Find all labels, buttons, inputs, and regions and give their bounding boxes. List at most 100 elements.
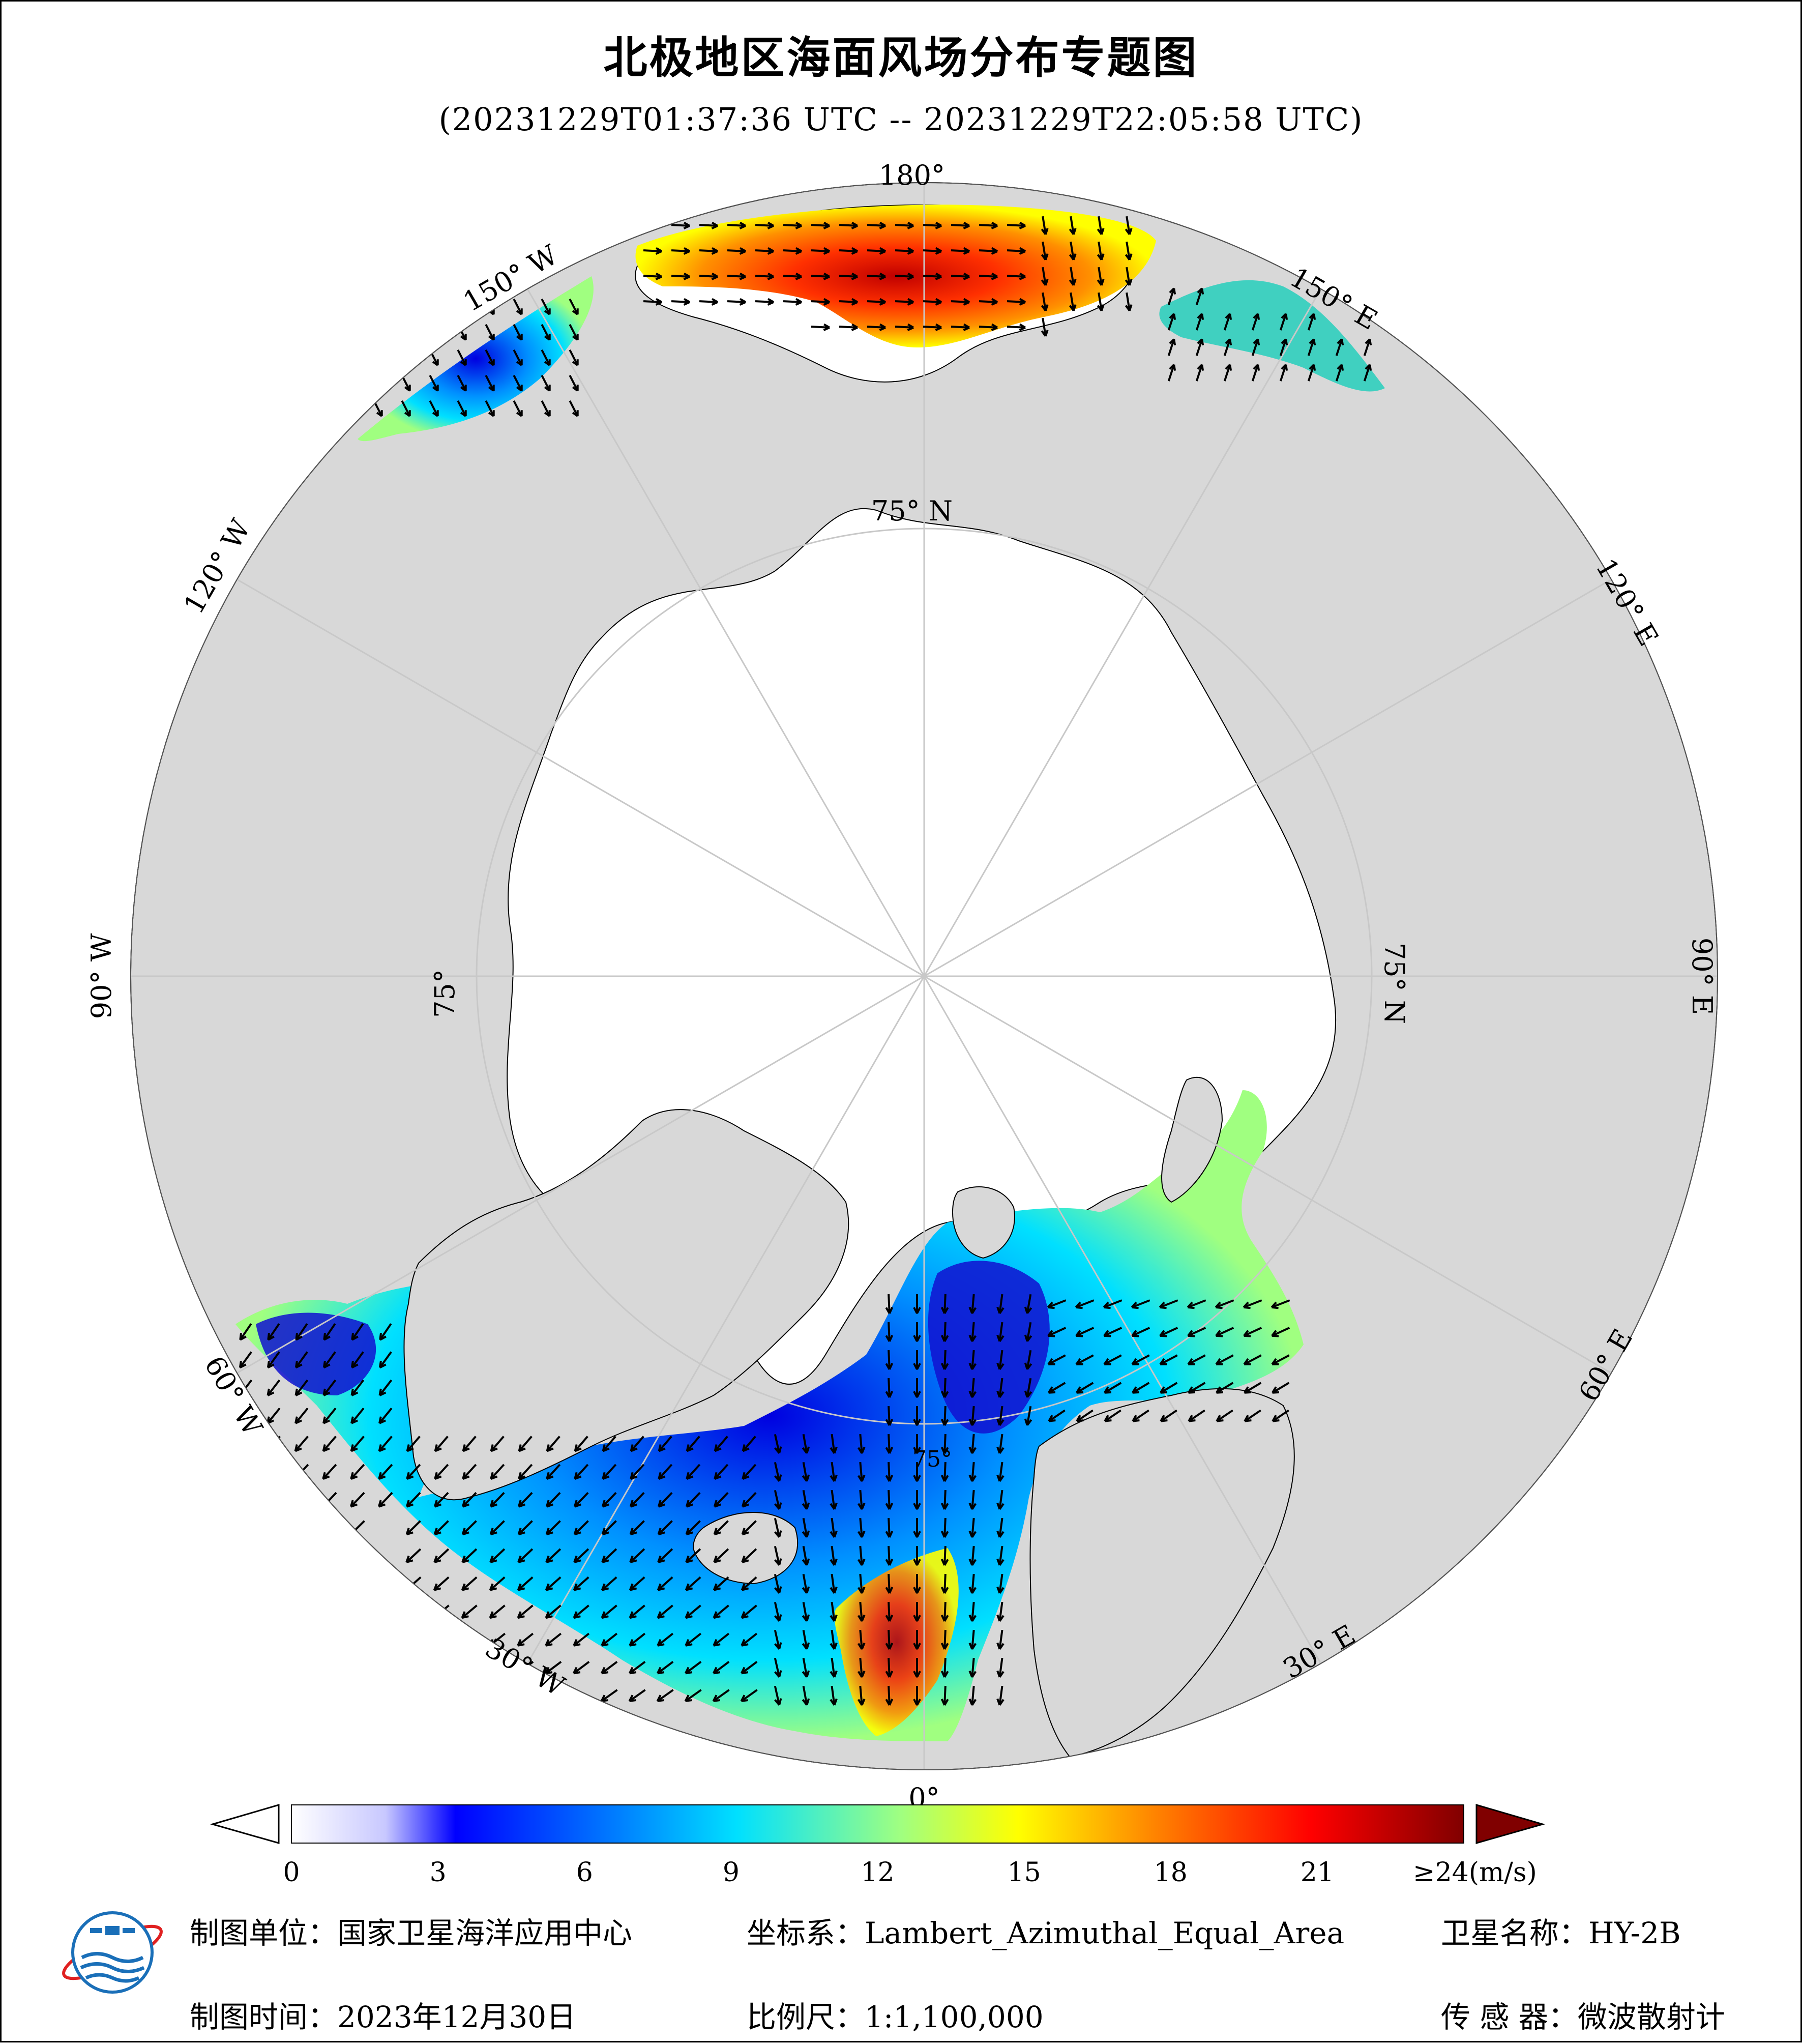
wind-field-okhotsk (1159, 280, 1385, 392)
wind-arrow (350, 1464, 365, 1480)
wind-arrow (895, 323, 914, 331)
wind-arrow (1279, 313, 1288, 331)
wind-arrow (913, 1546, 921, 1566)
lon-label-90e: 90° E (1686, 938, 1718, 1015)
wind-arrow (574, 1436, 588, 1452)
wind-arrow (485, 400, 495, 417)
wind-arrow (573, 1548, 589, 1563)
wind-arrow (406, 1464, 421, 1480)
wind-arrow (1167, 313, 1176, 331)
wind-arrow (684, 1661, 702, 1675)
wind-arrow (1335, 338, 1344, 356)
lat-label-top: 75° N (871, 495, 953, 527)
wind-arrow (685, 1576, 701, 1591)
wind-arrow (546, 1464, 561, 1480)
wind-arrow (643, 221, 662, 229)
wind-arrow (433, 1548, 450, 1563)
wind-arrow (699, 247, 718, 255)
wind-arrow (857, 1657, 866, 1678)
wind-arrow (541, 349, 551, 366)
wind-arrow (429, 374, 439, 392)
wind-arrow (1216, 1409, 1233, 1422)
wind-arrow (867, 323, 886, 331)
colorbar-tick-label: 18 (1154, 1857, 1188, 1888)
wind-arrow (839, 298, 858, 306)
wind-arrow (1103, 1327, 1122, 1337)
wind-arrow (322, 1464, 337, 1480)
wind-arrow (405, 1548, 422, 1563)
wind-arrow (541, 324, 551, 341)
wind-arrow (238, 1464, 253, 1480)
wind-arrow (601, 1604, 617, 1619)
wind-arrow (740, 1689, 758, 1702)
wind-arrow (294, 1436, 309, 1452)
colorbar-tick-label: 6 (576, 1857, 593, 1888)
wind-arrow (349, 1492, 365, 1508)
wind-arrow (811, 272, 830, 280)
wind-arrow (1047, 1299, 1067, 1309)
wind-arrow (839, 272, 858, 280)
wind-arrow (968, 1545, 977, 1566)
wind-arrow (740, 1661, 758, 1675)
wind-core-norway (835, 1548, 959, 1736)
wind-arrow (885, 1294, 894, 1314)
wind-arrow (433, 1632, 450, 1647)
wind-arrow (1097, 292, 1105, 311)
wind-arrow (895, 221, 914, 229)
wind-arrow (1216, 1382, 1234, 1394)
wind-arrow (713, 1520, 729, 1536)
wind-arrow (1215, 1354, 1234, 1365)
wind-arrow (513, 324, 523, 341)
colorbar-gradient (291, 1804, 1464, 1844)
wind-arrow (685, 1492, 701, 1508)
national-satellite-ocean-center-logo (62, 1911, 163, 1994)
wind-arrow (885, 1573, 894, 1594)
wind-arrow (940, 1490, 949, 1510)
wind-arrow (1125, 292, 1133, 311)
wind-arrow (1024, 1406, 1032, 1426)
wind-arrow (913, 1686, 921, 1706)
wind-arrow (802, 1601, 810, 1622)
wind-arrow (1271, 1299, 1290, 1309)
wind-arrow (434, 1464, 449, 1480)
wind-arrow (940, 1517, 949, 1538)
wind-arrow (830, 1517, 838, 1538)
wind-arrow (373, 374, 383, 392)
wind-arrow (867, 247, 886, 255)
wind-arrow (517, 1492, 533, 1508)
wind-arrow (830, 1573, 838, 1594)
wind-arrow (685, 1548, 701, 1563)
wind-arrow (267, 1379, 281, 1396)
wind-arrow (513, 400, 523, 417)
wind-arrow (1195, 313, 1204, 331)
wind-arrow (490, 1436, 505, 1452)
wind-arrow (433, 1576, 450, 1591)
wind-low-baffin (256, 1312, 376, 1395)
wind-arrow (1243, 1354, 1262, 1365)
wind-arrow (1307, 313, 1316, 331)
wind-arrow (895, 298, 914, 306)
wind-arrow (489, 1576, 506, 1591)
wind-arrow (1007, 272, 1026, 280)
wind-arrow (1187, 1327, 1206, 1337)
wind-arrow (923, 323, 942, 331)
wind-arrow (714, 1464, 729, 1480)
wind-arrow (684, 1689, 702, 1702)
wind-arrow (602, 1464, 617, 1480)
wind-arrow (1167, 364, 1176, 382)
wind-arrow (713, 1548, 729, 1563)
wind-low-greenland-sea (928, 1261, 1050, 1434)
wind-arrow (885, 1517, 894, 1538)
wind-arrow (885, 1350, 894, 1370)
wind-arrow (600, 1661, 618, 1675)
colorbar-tick-label: 3 (430, 1857, 447, 1888)
wind-arrow (968, 1685, 977, 1706)
wind-arrow (913, 1350, 921, 1370)
lat-label-bottom: 75° (912, 1446, 952, 1472)
wind-arrow (699, 221, 718, 229)
wind-arrow (1363, 338, 1372, 356)
wind-arrow (461, 1520, 477, 1536)
wind-arrow (490, 1464, 505, 1480)
wind-arrow (1069, 292, 1077, 311)
